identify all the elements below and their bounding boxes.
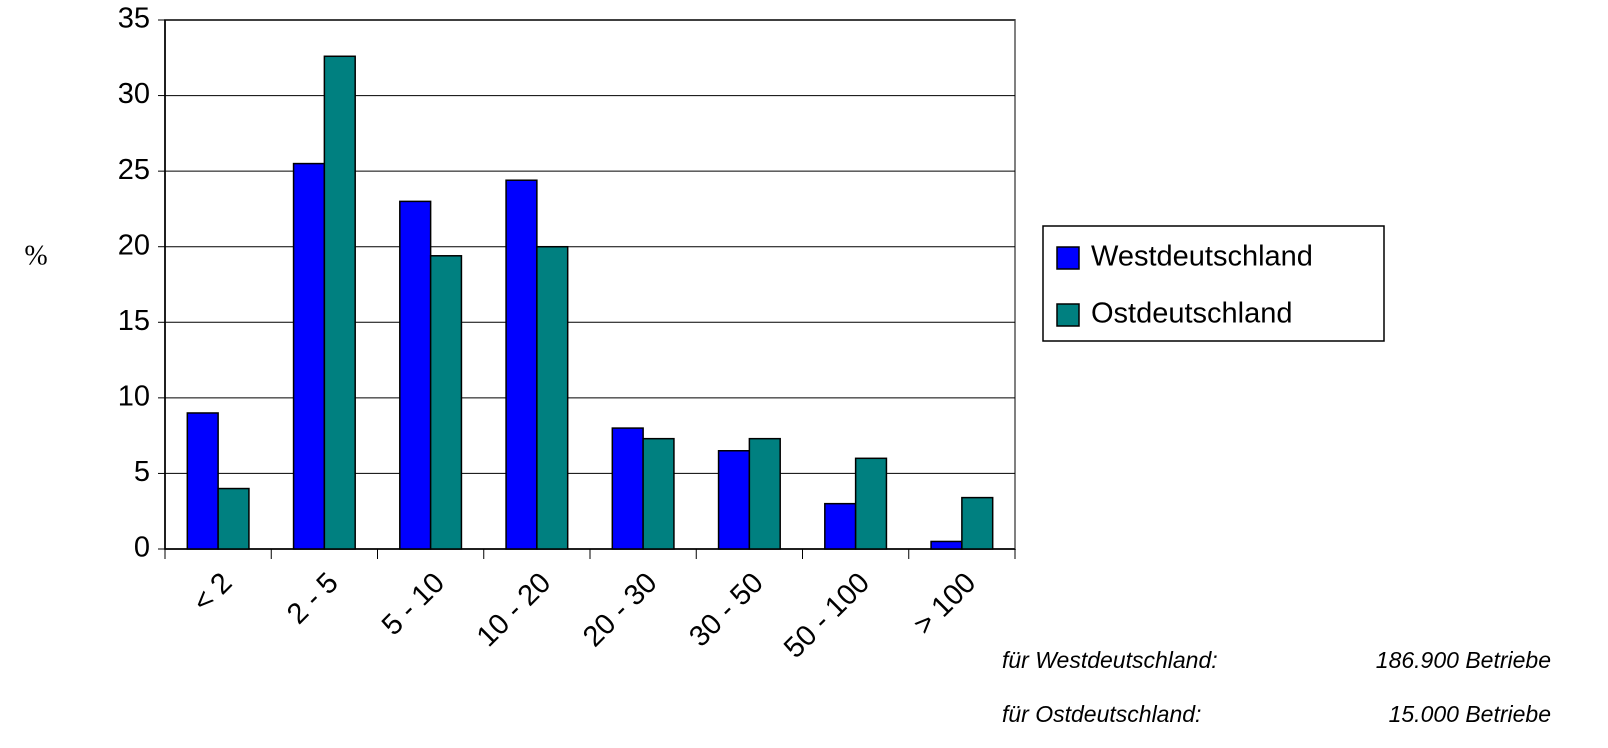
- bar: [536, 245, 569, 550]
- y-tick-label: 35: [118, 3, 150, 35]
- x-tick-label: 30 - 50: [683, 567, 769, 653]
- bar: [642, 437, 675, 550]
- bar: [748, 437, 781, 550]
- legend-label: Westdeutschland: [1091, 241, 1313, 273]
- bar: [217, 487, 250, 550]
- legend-swatch: [1056, 246, 1080, 270]
- annotation-label: für Ostdeutschland:: [1002, 701, 1201, 727]
- bar: [824, 502, 857, 550]
- annotation-text: 186.900 Betriebe: [1376, 647, 1551, 673]
- bar: [429, 255, 463, 550]
- x-tick-label: 50 - 100: [778, 567, 876, 665]
- bar: [186, 412, 219, 550]
- y-tick-label: 0: [134, 532, 150, 564]
- y-tick-label: 20: [118, 229, 150, 261]
- x-tick-label: > 100: [908, 567, 983, 642]
- y-tick-label: 30: [118, 78, 150, 110]
- bar: [399, 200, 432, 550]
- bar: [854, 457, 888, 550]
- bar: [717, 450, 751, 550]
- x-tick-label: 20 - 30: [577, 567, 663, 653]
- bar: [292, 162, 326, 550]
- y-tick-label: 10: [118, 381, 150, 413]
- x-tick-label: 5 - 10: [376, 567, 451, 642]
- y-tick-label: 25: [118, 154, 150, 186]
- legend-label: Ostdeutschland: [1091, 298, 1293, 330]
- y-tick-label: 5: [134, 456, 150, 488]
- annotation-text: 15.000 Betriebe: [1389, 701, 1551, 727]
- bar: [930, 540, 963, 550]
- bar: [961, 496, 994, 550]
- bar: [323, 55, 356, 550]
- legend-box: [1042, 225, 1385, 342]
- x-tick-label: 2 - 5: [281, 567, 345, 631]
- legend-swatch: [1056, 303, 1080, 327]
- bar: [505, 179, 538, 550]
- x-tick-label: 10 - 20: [471, 567, 557, 653]
- bar: [611, 427, 644, 550]
- annotation-label: für Westdeutschland:: [1002, 647, 1218, 673]
- plot-area: [164, 19, 1016, 550]
- y-axis-label: %: [24, 240, 47, 271]
- x-tick-label: < 2: [187, 567, 239, 619]
- y-tick-label: 15: [118, 305, 150, 337]
